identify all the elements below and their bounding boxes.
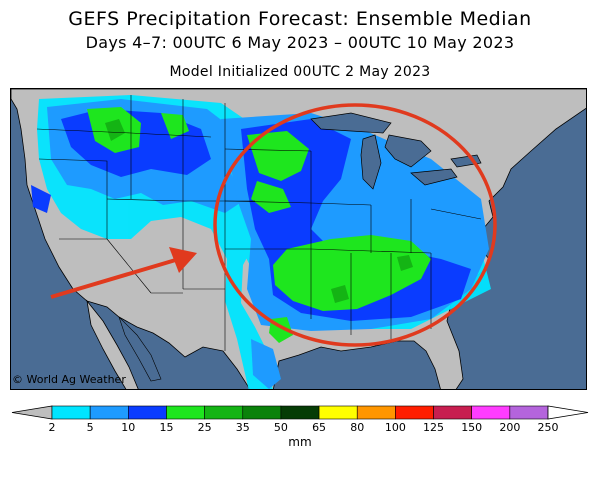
legend-unit: mm: [288, 435, 312, 449]
precip-25-35mm: [105, 119, 413, 303]
legend-tick-label: 250: [538, 421, 559, 434]
legend-tick-label: 10: [121, 421, 135, 434]
legend-swatch: [509, 405, 549, 420]
legend-swatch: [204, 405, 244, 420]
legend-under-arrow: [11, 405, 53, 420]
precip-legend: 2 5 10 15 25 35 50 65 80 100 125 150 200 250: [11, 405, 589, 434]
forecast-period: Days 4–7: 00UTC 6 May 2023 – 00UTC 10 Ma…: [85, 33, 515, 52]
legend-swatch: [51, 405, 91, 420]
legend-over-arrow: [547, 405, 589, 420]
legend-tick-label: 50: [274, 421, 288, 434]
legend-swatch: [280, 405, 320, 420]
precipitation-map: [10, 88, 587, 390]
great-lakes: [310, 112, 482, 190]
copyright-credit: © World Ag Weather: [12, 373, 126, 386]
model-init-time: Model Initialized 00UTC 2 May 2023: [169, 64, 431, 80]
gulf-of-california: [118, 316, 162, 382]
legend-swatch: [242, 405, 282, 420]
baja-california: [86, 299, 139, 389]
state-boundaries: [36, 95, 482, 351]
legend-swatch: [471, 405, 511, 420]
legend-tick-label: 2: [49, 421, 56, 434]
legend-tick-label: 25: [198, 421, 212, 434]
precip-15-25mm: [87, 107, 431, 343]
annotation-arrow: [50, 247, 197, 299]
legend-tick-label: 65: [312, 421, 326, 434]
legend-tick-label: 80: [350, 421, 364, 434]
legend-tick-label: 35: [236, 421, 250, 434]
legend-tick-label: 15: [159, 421, 173, 434]
legend-swatch: [318, 405, 358, 420]
map-canvas: [11, 89, 586, 389]
legend-swatch: [433, 405, 472, 420]
legend-tick-label: 150: [461, 421, 482, 434]
map-title: GEFS Precipitation Forecast: Ensemble Me…: [68, 8, 532, 30]
legend-swatch: [395, 405, 434, 420]
legend-tick-label: 200: [499, 421, 520, 434]
legend-swatch: [89, 405, 129, 420]
legend-swatch: [128, 405, 167, 420]
legend-tick-label: 5: [87, 421, 94, 434]
highlight-ellipse: [213, 103, 497, 347]
legend-tick-label: 100: [385, 421, 406, 434]
legend-swatch: [356, 405, 396, 420]
legend-swatch: [166, 405, 205, 420]
legend-tick-label: 125: [423, 421, 444, 434]
